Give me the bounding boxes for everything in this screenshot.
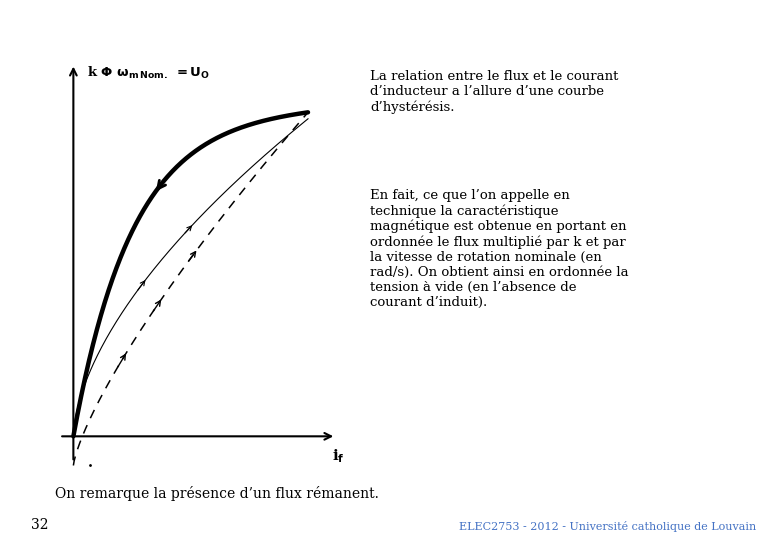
Text: i$_{\mathbf{f}}$: i$_{\mathbf{f}}$ xyxy=(332,447,345,464)
Text: 32: 32 xyxy=(31,518,48,532)
Text: k $\mathbf{\Phi}$ $\mathbf{\omega}_{\mathbf{m\,Nom.}}$ $\mathbf{= U_O}$: k $\mathbf{\Phi}$ $\mathbf{\omega}_{\mat… xyxy=(87,65,211,82)
Text: On remarque la présence d’un flux rémanent.: On remarque la présence d’un flux rémane… xyxy=(55,486,378,501)
Text: ELEC2753 - 2012 - Université catholique de Louvain: ELEC2753 - 2012 - Université catholique … xyxy=(459,521,757,532)
Text: La relation entre le flux et le courant
d’inducteur a l’allure d’une courbe
d’hy: La relation entre le flux et le courant … xyxy=(370,70,619,114)
Text: En fait, ce que l’on appelle en
technique la caractéristique
magnétique est obte: En fait, ce que l’on appelle en techniqu… xyxy=(370,189,629,309)
